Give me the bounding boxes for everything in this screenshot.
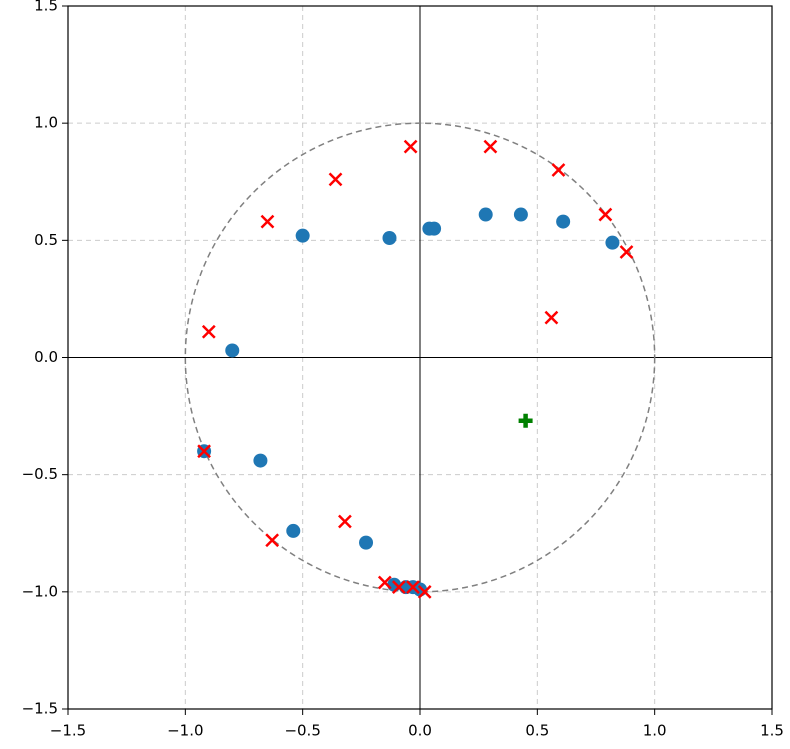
point [328,172,343,187]
point [619,245,634,259]
y-tick-label: −0.5 [22,465,58,483]
point [605,235,620,250]
point [518,413,533,428]
point [260,214,275,229]
x-tick-label: −1.5 [50,722,86,740]
reference-circle [184,122,656,593]
y-tick-label: −1.5 [22,700,58,718]
point [382,230,397,245]
plot-frame [67,5,773,710]
x-tick-label: −1.0 [167,722,203,740]
point [406,580,420,595]
y-tick-label: 0.5 [34,231,58,249]
point [544,310,559,325]
point [295,228,310,243]
point [427,221,442,236]
point [513,207,528,222]
x-tick-label: −0.5 [284,722,320,740]
y-tick-label: 1.0 [34,114,58,132]
point [377,575,392,590]
point [598,207,613,222]
point [225,343,240,358]
point [253,453,268,468]
x-tick-label: 0.5 [525,722,549,740]
x-tick-label: 0.0 [408,722,432,740]
y-tick-label: −1.0 [22,582,58,600]
point [551,163,566,177]
x-tick-label: 1.5 [760,722,784,740]
point [286,523,301,538]
point [201,324,216,339]
point [403,139,418,154]
point [391,580,406,595]
point [417,584,432,599]
point [387,577,402,592]
x-tick-label: 1.0 [643,722,667,740]
point [478,207,493,222]
point [483,139,498,154]
point [265,533,280,548]
point [359,535,374,550]
point [556,214,571,229]
y-tick-label: 0.0 [34,348,58,366]
point [197,444,211,459]
y-tick-label: 1.5 [34,0,58,15]
point [338,514,352,529]
